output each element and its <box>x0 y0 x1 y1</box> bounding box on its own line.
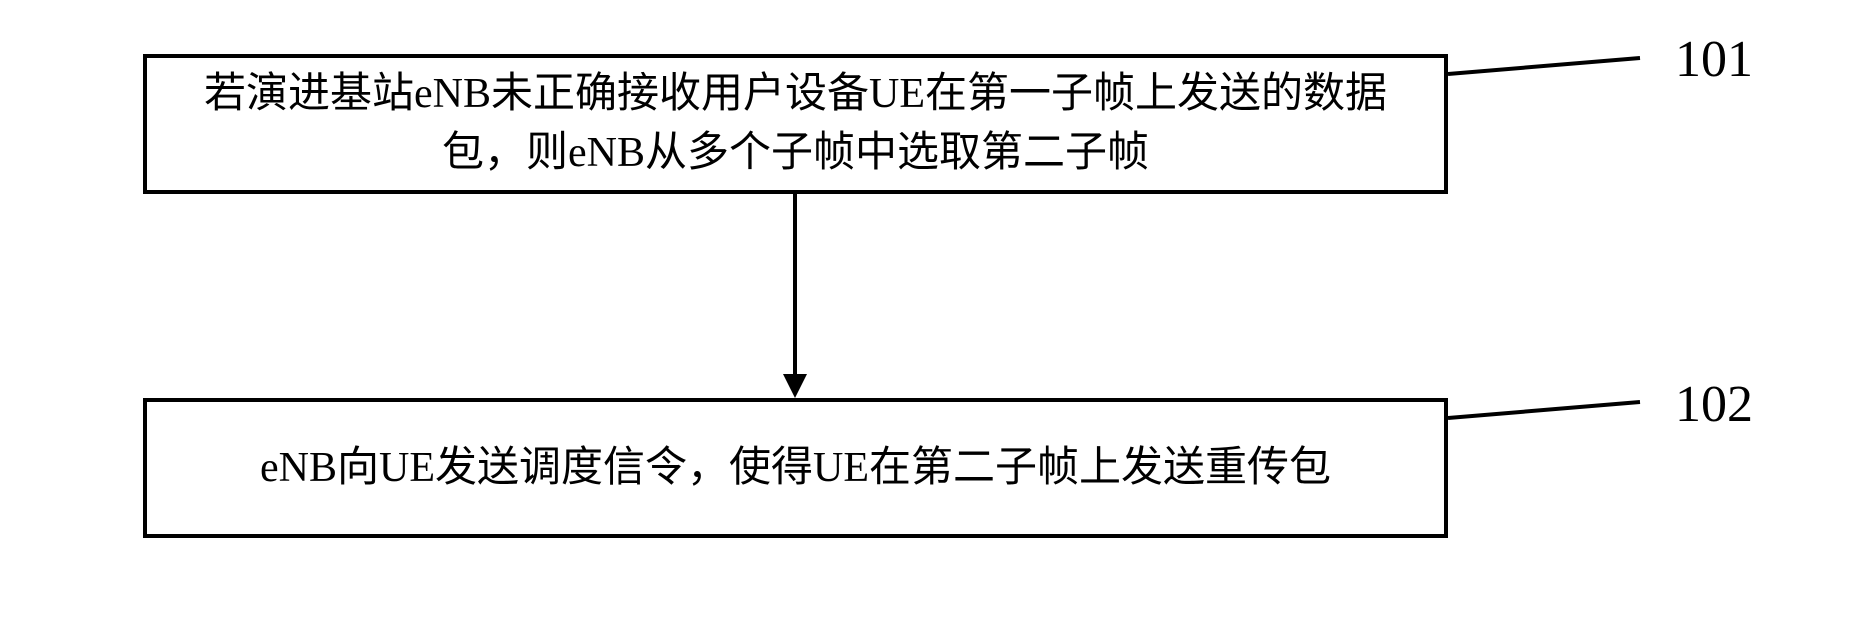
flowchart-box-2-text: eNB向UE发送调度信令，使得UE在第二子帧上发送重传包 <box>240 434 1351 503</box>
flowchart-label-1: 101 <box>1675 30 1753 89</box>
flowchart-arrow-line <box>793 194 797 376</box>
flowchart-container: 若演进基站eNB未正确接收用户设备UE在第一子帧上发送的数据包，则eNB从多个子… <box>0 0 1876 634</box>
flowchart-box-1: 若演进基站eNB未正确接收用户设备UE在第一子帧上发送的数据包，则eNB从多个子… <box>143 54 1448 194</box>
connector-1 <box>1448 44 1668 104</box>
flowchart-label-2: 102 <box>1675 375 1753 434</box>
flowchart-box-2: eNB向UE发送调度信令，使得UE在第二子帧上发送重传包 <box>143 398 1448 538</box>
flowchart-box-1-text: 若演进基站eNB未正确接收用户设备UE在第一子帧上发送的数据包，则eNB从多个子… <box>147 60 1444 188</box>
flowchart-arrow-head <box>783 374 807 398</box>
connector-2 <box>1448 388 1668 448</box>
